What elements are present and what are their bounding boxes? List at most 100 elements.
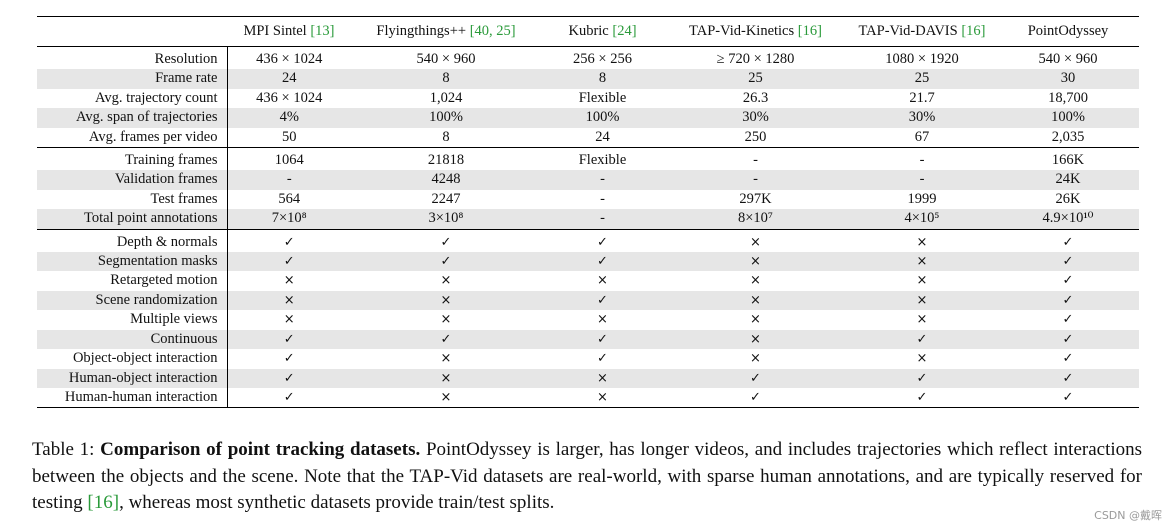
table-row: Validation frames -4248- - -24K (37, 170, 1139, 190)
value-cell: - (227, 170, 351, 190)
value-cell: 3×10⁸ (351, 209, 541, 230)
check-mark-cell: ✓ (750, 389, 761, 405)
row-label: Test frames (37, 189, 228, 210)
table-row: Object-object interaction ✓ × ✓ × × ✓ (37, 349, 1139, 369)
check-mark-cell: ✓ (283, 234, 295, 250)
caption-citation[interactable]: [16] (87, 492, 120, 513)
table-row: Depth & normals ✓ ✓ ✓ × × ✓ (37, 229, 1139, 253)
value-cell: 8 (442, 128, 450, 145)
value-cell: 1064 (274, 152, 304, 169)
table-row: Multiple views × × × × × ✓ (37, 310, 1139, 330)
value-cell: 1999 (907, 190, 937, 207)
table-row: Test frames 564 2247 - 297K 1999 26K (37, 189, 1139, 210)
row-label: Training frames (37, 147, 228, 171)
check-mark-cell: ✓ (997, 290, 1139, 311)
value-cell: 540 × 960 (1038, 51, 1098, 67)
value-cell: 24K (997, 170, 1139, 190)
check-mark-cell: ✓ (1062, 312, 1074, 328)
check-mark-cell: ✓ (283, 389, 295, 405)
value-cell: 564 (278, 190, 301, 207)
column-citation[interactable]: [16] (797, 23, 822, 39)
value-cell: 30% (847, 108, 997, 128)
table-section: Depth & normals ✓ ✓ ✓ × × ✓ Segmentation masks ✓… (37, 229, 1139, 408)
table-section: Training frames 1064 21818 Flexible - -166K Va… (37, 147, 1139, 230)
value-cell: 25 (847, 69, 997, 89)
column-citation[interactable]: [24] (612, 23, 637, 39)
cross-mark-cell: × (847, 290, 997, 311)
check-mark-cell: ✓ (597, 351, 608, 367)
table-header: MPI Sintel [13] Flyingthings++ [40, 25] Ku… (37, 16, 1139, 47)
value-cell: 30% (664, 108, 847, 128)
value-cell: 1,024 (429, 89, 463, 106)
caption-label: Table 1: (32, 439, 95, 460)
cross-mark-cell: × (440, 389, 452, 405)
row-label: Multiple views (37, 310, 228, 330)
comparison-table-container: MPI Sintel [13] Flyingthings++ [40, 25] Ku… (37, 16, 1139, 408)
table-row: Avg. span of trajectories 4% 100% 100% 30% 30… (37, 108, 1139, 128)
value-cell: 4% (227, 108, 351, 128)
value-cell: Flexible (578, 89, 627, 106)
cross-mark-cell: × (750, 273, 761, 289)
cross-mark-cell: × (750, 234, 761, 250)
value-cell: 297K (739, 190, 772, 207)
check-mark-cell: ✓ (997, 329, 1139, 350)
check-mark-cell: ✓ (351, 329, 541, 350)
value-cell: 4.9×10¹⁰ (997, 209, 1139, 230)
cross-mark-cell: × (227, 290, 351, 311)
table-section: Resolution 436 × 1024 540 × 960 256 × 256 ≥ … (37, 46, 1139, 148)
row-label: Resolution (37, 46, 228, 70)
value-cell: 166K (1051, 152, 1085, 169)
cross-mark-cell: × (541, 368, 664, 388)
check-mark-cell: ✓ (1062, 389, 1074, 405)
value-cell: 8 (541, 69, 664, 89)
table-row: Human-human interaction ✓ × × ✓ ✓ ✓ (37, 387, 1139, 408)
value-cell: 50 (282, 128, 297, 145)
row-label: Validation frames (37, 170, 228, 190)
cross-mark-cell: × (664, 290, 847, 311)
column-citation[interactable]: [40, 25] (469, 23, 516, 39)
cross-mark-cell: × (440, 351, 452, 367)
cross-mark-cell: × (916, 312, 928, 328)
column-name: Flyingthings++ (376, 23, 467, 39)
column-name: TAP-Vid-DAVIS (858, 23, 958, 39)
table-row: Avg. trajectory count 436 × 1024 1,024 Flex… (37, 88, 1139, 109)
cross-mark-cell: × (916, 234, 928, 250)
row-label: Avg. span of trajectories (37, 108, 228, 128)
value-cell: 18,700 (1048, 89, 1088, 106)
value-cell: Flexible (578, 152, 627, 169)
column-citation[interactable]: [16] (961, 23, 986, 39)
column-header: MPI Sintel [13] (227, 17, 351, 47)
value-cell: 25 (664, 69, 847, 89)
value-cell: 2247 (431, 190, 461, 207)
column-header: Kubric [24] (541, 17, 664, 47)
check-mark-cell: ✓ (440, 234, 452, 250)
cross-mark-cell: × (597, 273, 608, 289)
row-label: Scene randomization (37, 290, 228, 311)
caption-text-end: , whereas most synthetic datasets provid… (119, 492, 555, 513)
column-name: Kubric (568, 23, 609, 39)
check-mark-cell: ✓ (597, 234, 608, 250)
column-name: MPI Sintel (243, 23, 307, 39)
table-row: Retargeted motion × × × × × ✓ (37, 271, 1139, 291)
check-mark-cell: ✓ (227, 329, 351, 350)
value-cell: 26K (1055, 190, 1081, 207)
table-row: Continuous ✓ ✓ ✓ × ✓ ✓ (37, 329, 1139, 350)
check-mark-cell: ✓ (1062, 234, 1074, 250)
check-mark-cell: ✓ (541, 329, 664, 350)
column-header: Flyingthings++ [40, 25] (351, 17, 541, 47)
value-cell: 26.3 (742, 89, 769, 106)
value-cell: 21818 (427, 152, 465, 169)
cross-mark-cell: × (750, 312, 761, 328)
column-name: PointOdyssey (1027, 23, 1109, 39)
value-cell: 24 (595, 128, 610, 145)
value-cell: 256 × 256 (573, 51, 632, 67)
table-row: Training frames 1064 21818 Flexible - - 166K (37, 147, 1139, 171)
value-cell: - (541, 170, 664, 190)
check-mark-cell: ✓ (227, 368, 351, 388)
table-row: Avg. frames per video 50 8 24 250 67 2,035 (37, 127, 1139, 148)
check-mark-cell: ✓ (541, 252, 664, 272)
column-citation[interactable]: [13] (310, 23, 335, 39)
check-mark-cell: ✓ (997, 368, 1139, 388)
row-label: Frame rate (37, 69, 228, 89)
value-cell: 21.7 (909, 89, 935, 106)
